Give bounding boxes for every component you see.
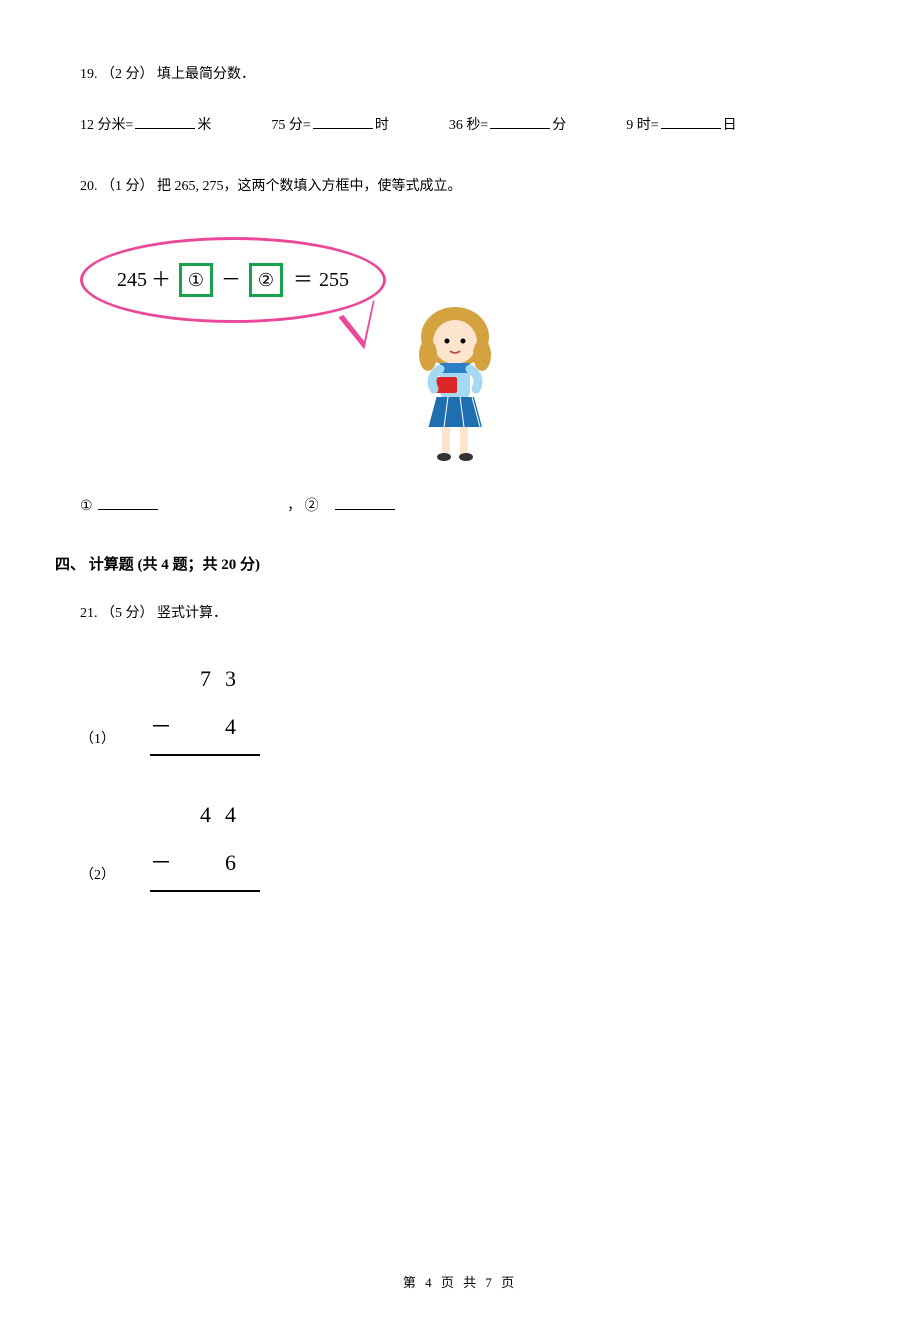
q20-points: （1 分）	[101, 179, 154, 194]
q20-figure: 245 ＋ ① － ② ＝ 255	[80, 222, 500, 472]
q21-calc-2: （2） 44 －6	[80, 791, 840, 892]
q20-ans-label2: ②	[305, 499, 323, 514]
q19-item1-lhs: 12 分米=	[80, 118, 133, 133]
q21-calc2-row2: －6	[150, 839, 260, 887]
q20-text: 把 265, 275，这两个数填入方框中，使等式成立。	[157, 179, 462, 194]
page-footer: 第 4 页 共 7 页	[80, 1272, 840, 1291]
q20-ans-label1: ①	[80, 499, 96, 514]
q19-number: 19.	[80, 67, 98, 82]
eq-eq: ＝	[293, 258, 313, 302]
q19-blank-4[interactable]	[661, 114, 721, 129]
q20-number: 20.	[80, 179, 98, 194]
q21-calc2-row1: 44	[150, 791, 260, 839]
q21-number: 21.	[80, 606, 98, 621]
q20-ans-blank-2[interactable]	[335, 495, 395, 510]
q21-calc2-line	[150, 890, 260, 892]
speech-bubble: 245 ＋ ① － ② ＝ 255	[80, 237, 386, 323]
eq-result: 255	[319, 258, 349, 302]
q19-item3-rhs: 分	[552, 118, 566, 133]
section-4-title: 四、 计算题 (共 4 题；共 20 分)	[55, 553, 840, 574]
q21-text: 竖式计算．	[157, 606, 227, 621]
question-19: 19. （2 分） 填上最简分数． 12 分米= 米 75 分= 时 36 秒= 分 …	[80, 60, 840, 142]
girl-illustration	[400, 297, 520, 472]
q21-points: （5 分）	[101, 606, 154, 621]
q19-item1-rhs: 米	[197, 118, 211, 133]
q21-calc2-label: （2）	[80, 861, 115, 892]
eq-box-2: ②	[249, 263, 283, 297]
q20-ans-blank-1[interactable]	[98, 495, 158, 510]
q19-points: （2 分）	[101, 67, 154, 82]
q21-calc1-label: （1）	[80, 725, 115, 756]
q19-item3-lhs: 36 秒=	[449, 118, 488, 133]
q19-item4-lhs: 9 时=	[626, 118, 658, 133]
question-20: 20. （1 分） 把 265, 275，这两个数填入方框中，使等式成立。 24…	[80, 172, 840, 524]
q21-calc1-line	[150, 754, 260, 756]
q20-ans-comma: ，	[287, 499, 301, 514]
q19-item4-rhs: 日	[723, 118, 737, 133]
eq-plus: ＋	[151, 258, 171, 302]
q21-calc1-row2: －4	[150, 703, 260, 751]
q19-item2-rhs: 时	[375, 118, 389, 133]
q21-calc-1: （1） 73 －4	[80, 655, 840, 756]
q19-blank-2[interactable]	[313, 114, 373, 129]
eq-box-1: ①	[179, 263, 213, 297]
q19-blank-3[interactable]	[490, 114, 550, 129]
q19-text: 填上最简分数．	[157, 67, 255, 82]
question-21: 21. （5 分） 竖式计算． （1） 73 －4 （2） 44 －6	[80, 599, 840, 891]
q19-blank-1[interactable]	[135, 114, 195, 129]
q21-calc1-row1: 73	[150, 655, 260, 703]
q19-item2-lhs: 75 分=	[271, 118, 310, 133]
eq-a: 245	[117, 258, 147, 302]
q19-blanks-row: 12 分米= 米 75 分= 时 36 秒= 分 9 时= 日	[80, 111, 840, 142]
q20-answer-row: ① ， ②	[80, 492, 840, 523]
eq-minus: －	[221, 258, 241, 302]
